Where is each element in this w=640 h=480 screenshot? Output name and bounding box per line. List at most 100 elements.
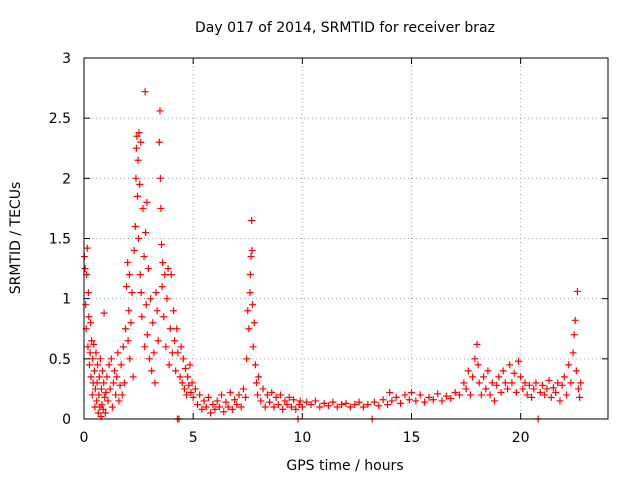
- data-point: [158, 241, 166, 249]
- data-point: [250, 319, 258, 327]
- data-point: [123, 283, 131, 291]
- data-point: [198, 405, 206, 413]
- data-point: [86, 349, 94, 357]
- data-point: [124, 259, 132, 267]
- data-point: [298, 403, 306, 411]
- data-point: [215, 403, 223, 411]
- data-point: [233, 401, 241, 409]
- data-point: [386, 389, 394, 397]
- data-point: [211, 405, 219, 413]
- data-point: [329, 398, 337, 406]
- data-point: [202, 403, 210, 411]
- data-point: [135, 235, 143, 242]
- data-point: [512, 389, 520, 397]
- data-point: [131, 222, 139, 230]
- data-point: [127, 319, 135, 327]
- data-point: [307, 401, 315, 409]
- data-point: [438, 397, 446, 405]
- data-point: [249, 301, 257, 309]
- data-point: [552, 389, 560, 397]
- data-points: [80, 88, 585, 423]
- data-point: [490, 397, 498, 405]
- data-point: [549, 384, 557, 392]
- data-point: [97, 385, 105, 393]
- data-point: [447, 395, 455, 403]
- data-point: [530, 385, 538, 393]
- data-point: [484, 367, 492, 375]
- data-point: [136, 180, 144, 188]
- data-point: [155, 138, 163, 146]
- data-point: [283, 401, 291, 409]
- data-point: [83, 244, 91, 252]
- data-point: [474, 361, 482, 369]
- data-point: [129, 373, 137, 381]
- data-point: [499, 367, 507, 375]
- data-point: [421, 398, 429, 406]
- data-point: [209, 401, 217, 409]
- data-point: [248, 247, 256, 255]
- data-point: [316, 403, 324, 411]
- data-point: [153, 307, 161, 315]
- data-point: [469, 373, 477, 381]
- data-point: [508, 379, 516, 387]
- data-point: [113, 373, 121, 381]
- data-point: [408, 389, 415, 397]
- data-point: [140, 253, 148, 261]
- data-point: [493, 381, 501, 389]
- data-point: [311, 397, 319, 405]
- data-point: [405, 396, 413, 404]
- data-point: [134, 156, 142, 164]
- data-point: [165, 361, 173, 369]
- data-point: [244, 307, 252, 315]
- data-point: [162, 343, 170, 351]
- data-point: [98, 401, 106, 409]
- data-point: [536, 389, 544, 397]
- data-point: [434, 390, 442, 398]
- data-point: [156, 174, 164, 182]
- data-point: [133, 132, 141, 140]
- data-point: [466, 391, 474, 399]
- data-point: [401, 391, 409, 399]
- data-point: [480, 373, 488, 381]
- data-point: [147, 295, 155, 303]
- data-point: [170, 307, 178, 315]
- data-point: [270, 403, 278, 411]
- data-point: [460, 379, 468, 387]
- data-point: [247, 253, 255, 261]
- data-point: [257, 397, 265, 405]
- data-point: [94, 361, 102, 369]
- data-point: [462, 385, 470, 393]
- x-tick-label: 0: [80, 430, 89, 446]
- data-point: [519, 385, 527, 393]
- data-point: [239, 385, 247, 393]
- data-point: [224, 403, 232, 411]
- data-point: [138, 313, 146, 321]
- data-point: [213, 397, 221, 405]
- data-point: [99, 367, 107, 375]
- data-point: [541, 391, 549, 399]
- data-point: [254, 391, 262, 399]
- data-point: [266, 398, 274, 406]
- data-point: [383, 401, 391, 409]
- data-point: [320, 399, 328, 407]
- y-tick-labels: 0 0.5 1 1.5 2 2.5 3: [49, 51, 71, 428]
- data-point: [577, 379, 585, 387]
- data-point: [296, 397, 304, 405]
- data-point: [268, 389, 276, 397]
- data-point: [572, 367, 580, 375]
- data-point: [167, 271, 175, 279]
- data-point: [143, 198, 151, 206]
- data-point: [180, 385, 188, 393]
- data-point: [207, 409, 215, 417]
- data-point: [159, 259, 167, 267]
- data-point: [125, 307, 133, 315]
- x-tick-labels: 0 5 10 15 20: [80, 430, 530, 446]
- data-point: [114, 349, 122, 357]
- data-point: [412, 397, 420, 405]
- data-point: [96, 355, 104, 363]
- data-point: [475, 379, 483, 387]
- y-tick-label: 1.5: [49, 232, 71, 248]
- data-point: [567, 379, 575, 387]
- data-point: [218, 391, 226, 399]
- data-point: [88, 337, 96, 345]
